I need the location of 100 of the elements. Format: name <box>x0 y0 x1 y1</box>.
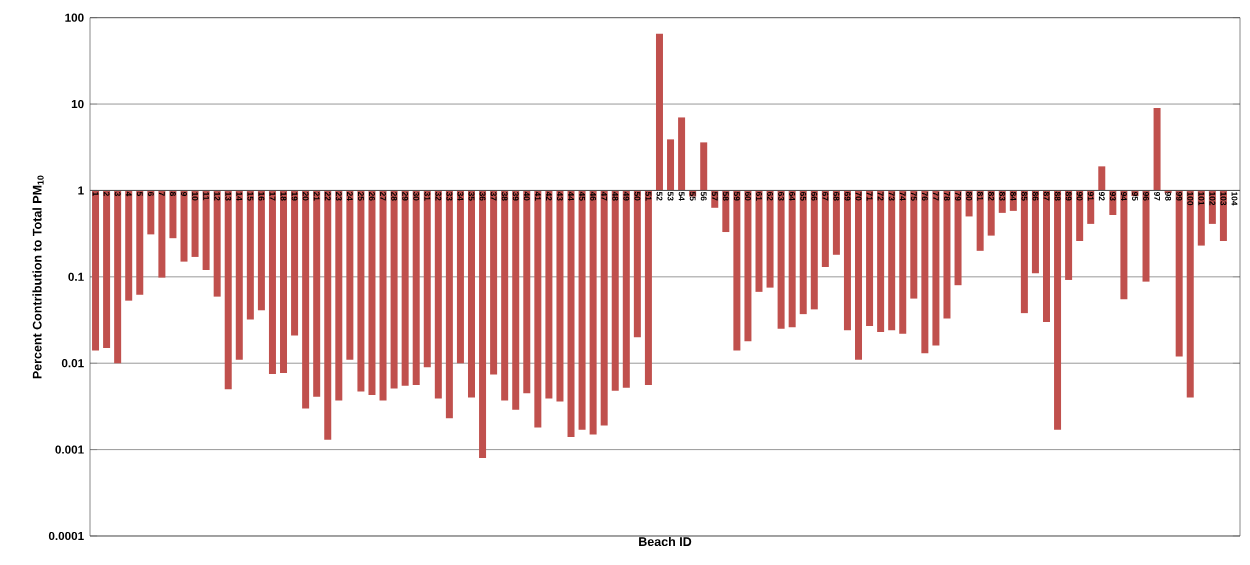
x-tick-label: 83 <box>999 191 1006 201</box>
bar <box>346 190 354 360</box>
x-tick-label: 23 <box>335 191 342 201</box>
x-tick-label: 11 <box>203 192 209 201</box>
bar <box>114 190 122 364</box>
bar <box>755 190 763 292</box>
x-tick-label: 48 <box>612 191 619 201</box>
bar <box>523 190 531 394</box>
x-tick-label: 69 <box>844 191 851 201</box>
x-tick-label: 47 <box>601 191 608 201</box>
y-tick-label: 10 <box>71 99 84 109</box>
bar <box>799 190 807 315</box>
x-tick-label: 80 <box>966 191 973 201</box>
bar <box>390 190 398 389</box>
x-tick-label: 2 <box>103 191 110 196</box>
bar <box>667 139 675 191</box>
x-tick-label: 51 <box>645 191 652 201</box>
bar <box>401 190 409 386</box>
bar <box>456 190 464 364</box>
x-tick-label: 12 <box>214 192 221 201</box>
x-tick-label: 90 <box>1076 191 1083 201</box>
x-tick-label: 4 <box>125 191 132 197</box>
bar <box>379 190 387 401</box>
bar <box>103 190 111 349</box>
x-tick-label: 93 <box>1109 191 1116 201</box>
bar <box>545 190 553 399</box>
bar <box>600 190 608 426</box>
x-tick-label: 98 <box>1165 191 1172 201</box>
x-tick-label: 29 <box>402 191 409 201</box>
x-tick-label: 41 <box>534 191 541 201</box>
bar <box>1076 190 1084 241</box>
x-tick-label: 73 <box>888 191 895 201</box>
x-tick-label: 53 <box>667 191 674 201</box>
x-tick-label: 58 <box>722 191 729 201</box>
bar <box>125 190 133 301</box>
bar <box>1120 190 1128 300</box>
x-tick-label: 104 <box>1231 192 1238 206</box>
x-tick-label: 62 <box>767 191 774 201</box>
x-tick-label: 26 <box>369 191 375 201</box>
bar <box>1031 190 1039 274</box>
x-tick-label: 88 <box>1054 191 1061 201</box>
x-tick-label: 78 <box>944 191 950 201</box>
x-tick-label: 92 <box>1098 191 1105 201</box>
bar <box>943 190 951 319</box>
x-tick-label: 57 <box>711 191 718 201</box>
x-tick-label: 70 <box>855 191 862 201</box>
x-tick-label: 24 <box>346 191 353 201</box>
x-tick-label: 81 <box>977 191 984 201</box>
x-tick-label: 38 <box>501 191 508 201</box>
bar <box>888 190 896 331</box>
bar <box>788 190 796 328</box>
x-tick-label: 1 <box>92 192 99 197</box>
bar <box>268 190 276 375</box>
x-tick-label: 77 <box>933 191 939 201</box>
x-tick-label: 102 <box>1209 192 1216 206</box>
bar <box>910 190 918 299</box>
bar <box>467 190 475 398</box>
x-tick-label: 8 <box>169 191 176 196</box>
x-tick-label: 18 <box>280 192 287 201</box>
bar <box>213 190 221 297</box>
x-tick-label: 27 <box>380 191 386 201</box>
bar <box>490 190 498 375</box>
bar <box>1142 190 1150 282</box>
x-tick-label: 72 <box>877 191 884 201</box>
bar <box>202 190 210 270</box>
x-tick-label: 35 <box>468 191 475 201</box>
x-tick-label: 71 <box>866 191 873 201</box>
bar <box>335 190 343 401</box>
bar <box>434 190 442 399</box>
bar <box>744 190 752 342</box>
x-tick-label: 46 <box>590 191 597 201</box>
y-tick-label: 0.1 <box>68 272 84 281</box>
x-tick-label: 31 <box>424 191 431 201</box>
x-tick-label: 87 <box>1043 191 1050 201</box>
x-tick-label: 84 <box>1010 191 1017 201</box>
x-tick-label: 6 <box>147 191 154 196</box>
x-axis-title: Beach ID <box>639 536 692 547</box>
x-tick-label: 59 <box>733 191 740 201</box>
x-tick-label: 67 <box>822 191 829 201</box>
bar <box>501 190 509 401</box>
bar <box>866 190 874 326</box>
x-tick-label: 25 <box>357 191 364 201</box>
x-tick-label: 21 <box>313 191 320 201</box>
x-tick-label: 75 <box>910 191 917 201</box>
x-tick-label: 103 <box>1220 192 1227 206</box>
bar <box>921 190 929 354</box>
bar <box>644 190 652 385</box>
x-tick-label: 3 <box>114 191 121 196</box>
x-tick-label: 85 <box>1021 191 1028 201</box>
x-tick-label: 13 <box>225 192 232 201</box>
bar <box>556 190 564 402</box>
x-tick-label: 65 <box>800 191 807 201</box>
x-tick-label: 20 <box>302 191 309 201</box>
bar <box>578 190 586 430</box>
x-tick-label: 95 <box>1132 191 1138 201</box>
x-tick-label: 16 <box>258 192 265 201</box>
bar <box>821 190 829 267</box>
x-tick-label: 100 <box>1187 192 1194 206</box>
bar <box>313 190 321 397</box>
bar <box>954 190 962 286</box>
